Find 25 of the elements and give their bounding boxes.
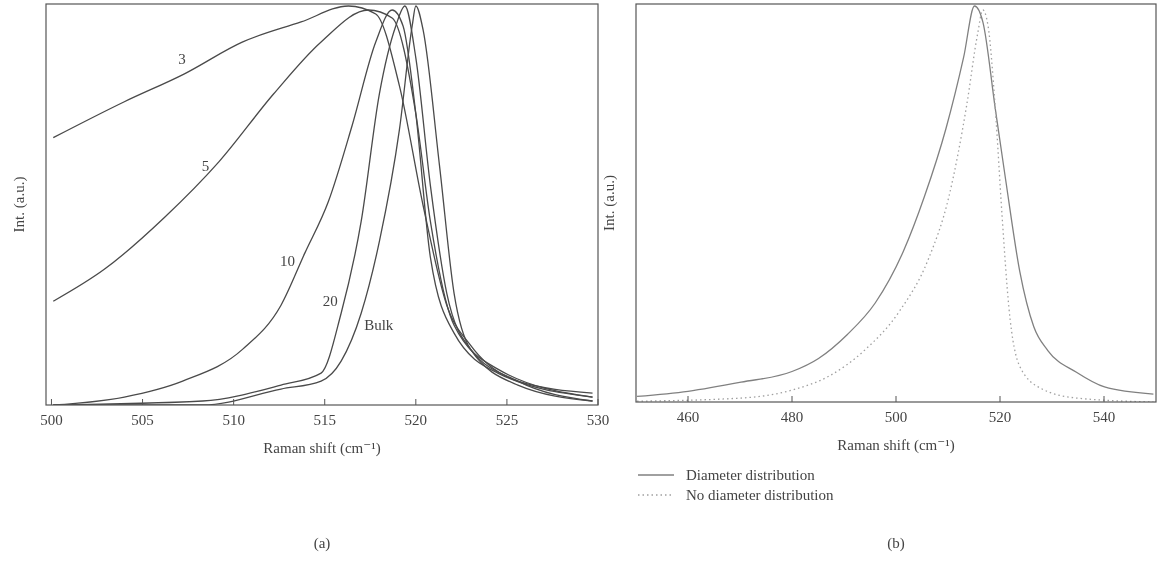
series-label: 3 xyxy=(178,50,186,67)
x-tick-label: 520 xyxy=(988,409,1012,425)
x-tick-label: 520 xyxy=(404,412,428,428)
series-label: 10 xyxy=(280,253,296,270)
legend-label: Diameter distribution xyxy=(686,467,816,483)
x-axis-title: Raman shift (cm⁻¹) xyxy=(263,440,381,457)
text: (b) xyxy=(887,535,905,552)
x-tick-label: 500 xyxy=(40,412,63,428)
y-axis-title: Int. (a.u.) xyxy=(601,175,618,231)
x-tick-label: 530 xyxy=(586,412,610,428)
series-label: Bulk xyxy=(364,317,394,334)
legend-label: No diameter distribution xyxy=(686,487,834,503)
text: (a) xyxy=(313,535,331,552)
x-tick-label: 540 xyxy=(1092,409,1116,425)
x-tick-label: 460 xyxy=(676,409,700,425)
x-tick-label: 500 xyxy=(884,409,908,425)
series-label: 5 xyxy=(201,157,210,174)
x-tick-label: 510 xyxy=(222,412,245,428)
x-tick-label: 525 xyxy=(495,412,519,428)
y-axis-title: Int. (a.u.) xyxy=(11,176,28,233)
x-tick-label: 505 xyxy=(131,412,154,428)
series-label: 20 xyxy=(322,293,338,310)
x-tick-label: 480 xyxy=(780,409,804,425)
x-axis-title: Raman shift (cm⁻¹) xyxy=(837,437,955,454)
x-tick-label: 515 xyxy=(313,412,336,428)
